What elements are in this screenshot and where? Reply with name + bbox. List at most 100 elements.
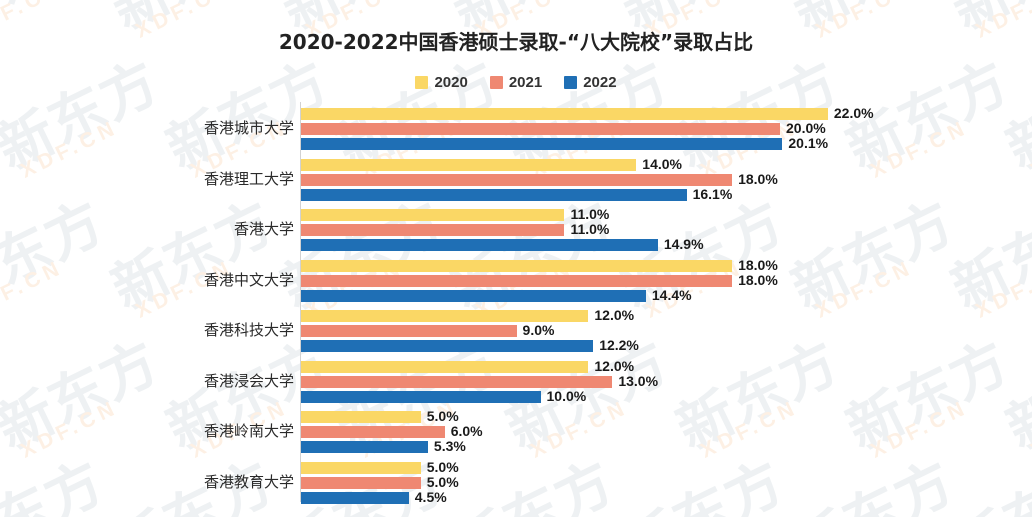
bar-2020[interactable] [301, 259, 733, 272]
bar-row: 11.0% [301, 221, 609, 237]
bar-2021[interactable] [301, 375, 613, 388]
bar-value-label: 5.0% [426, 408, 459, 424]
bar-2021[interactable] [301, 325, 517, 337]
bar-2021[interactable] [301, 476, 421, 489]
bar-row: 12.2% [301, 337, 639, 353]
chart-legend: 2020 2021 2022 [0, 74, 1032, 91]
bar-2022[interactable] [301, 390, 541, 403]
legend-item-2021[interactable]: 2021 [489, 74, 543, 91]
bar-2021[interactable] [301, 426, 445, 438]
bar-2021[interactable] [301, 224, 565, 236]
category-label: 香港教育大学 [203, 472, 294, 491]
bar-2022[interactable] [301, 441, 428, 453]
bar-row: 14.9% [301, 236, 704, 252]
legend-swatch-icon [564, 76, 578, 89]
legend-item-2020[interactable]: 2020 [415, 74, 468, 91]
bar-row: 13.0% [301, 373, 658, 389]
bar-value-label: 6.0% [450, 423, 483, 439]
category-label: 香港浸会大学 [203, 371, 294, 390]
bar-row: 12.0% [301, 307, 634, 323]
bar-2020[interactable] [301, 209, 565, 221]
bar-2022[interactable] [301, 188, 687, 201]
legend-swatch-icon [489, 76, 503, 89]
bar-2021[interactable] [301, 123, 780, 135]
bar-group: 香港浸会大学 12.0% 13.0% 10.0% [0, 358, 1032, 405]
bar-row: 4.5% [301, 489, 447, 505]
bar-2022[interactable] [301, 340, 594, 352]
bar-row: 5.0% [301, 459, 459, 475]
bar-row: 20.1% [301, 135, 828, 151]
bar-value-label: 22.0% [833, 105, 874, 121]
bar-value-label: 14.0% [642, 155, 682, 172]
bar-value-label: 5.3% [433, 438, 466, 454]
bar-2020[interactable] [301, 108, 828, 120]
bar-value-label: 14.4% [651, 286, 692, 303]
bar-value-label: 5.0% [426, 458, 459, 475]
plot-area: 香港城市大学 22.0% 20.0% 20.1% 香港理工大学 14.0% 18.0% 16.… [0, 100, 1032, 512]
bar-2022[interactable] [301, 289, 646, 302]
bar-row: 6.0% [301, 423, 483, 439]
bar-group: 香港中文大学 18.0% 18.0% 14.4% [0, 257, 1032, 304]
bar-2021[interactable] [301, 173, 733, 186]
chart-title: 2020-2022中国香港硕士录取-“八大院校”录取占比 [278, 30, 754, 54]
bar-value-label: 4.5% [414, 488, 447, 505]
category-label: 香港大学 [233, 220, 294, 238]
bar-2020[interactable] [301, 310, 589, 322]
bar-value-label: 20.0% [786, 120, 826, 136]
bar-2020[interactable] [301, 411, 421, 423]
bar-row: 20.0% [301, 120, 826, 136]
y-axis-line [300, 102, 301, 502]
bar-row: 5.3% [301, 438, 466, 454]
bar-value-label: 12.2% [599, 337, 639, 353]
bar-2020[interactable] [301, 158, 637, 171]
bar-row: 16.1% [301, 186, 732, 202]
bar-row: 12.0% [301, 358, 634, 374]
bar-value-label: 14.9% [663, 236, 704, 252]
legend-swatch-icon [415, 76, 429, 89]
bar-value-label: 16.1% [692, 185, 733, 202]
legend-label: 2020 [434, 74, 468, 91]
bar-value-label: 9.0% [522, 322, 555, 338]
bar-2022[interactable] [301, 239, 658, 251]
bar-value-label: 12.0% [594, 307, 635, 323]
bar-row: 5.0% [301, 474, 459, 490]
bar-value-label: 11.0% [570, 221, 610, 237]
bar-group: 香港理工大学 14.0% 18.0% 16.1% [0, 156, 1032, 203]
bar-group: 香港岭南大学 5.0% 6.0% 5.3% [0, 408, 1032, 455]
category-label: 香港理工大学 [203, 169, 294, 188]
bar-value-label: 12.0% [594, 357, 635, 374]
legend-label: 2021 [508, 74, 543, 91]
bar-value-label: 5.0% [426, 473, 459, 490]
bar-value-label: 18.0% [738, 170, 778, 187]
bar-value-label: 20.1% [788, 135, 829, 151]
category-label: 香港科技大学 [203, 321, 294, 339]
bar-2021[interactable] [301, 274, 733, 287]
bar-2020[interactable] [301, 461, 421, 474]
category-label: 香港城市大学 [203, 119, 294, 137]
bar-value-label: 18.0% [738, 271, 778, 288]
bar-2020[interactable] [301, 360, 589, 373]
bar-value-label: 10.0% [546, 387, 587, 404]
bar-row: 22.0% [301, 105, 874, 121]
bar-group: 香港教育大学 5.0% 5.0% 4.5% [0, 459, 1032, 506]
bar-value-label: 13.0% [618, 372, 659, 389]
category-label: 香港中文大学 [203, 270, 294, 289]
bar-row: 9.0% [301, 322, 554, 338]
bar-row: 18.0% [301, 171, 778, 187]
bar-row: 10.0% [301, 388, 586, 404]
legend-item-2022[interactable]: 2022 [564, 74, 617, 91]
category-label: 香港岭南大学 [203, 422, 294, 440]
bar-row: 14.4% [301, 287, 692, 303]
bar-group: 香港城市大学 22.0% 20.0% 20.1% [0, 105, 1032, 152]
bar-2022[interactable] [301, 138, 783, 150]
bar-row: 18.0% [301, 257, 778, 273]
bar-row: 18.0% [301, 272, 778, 288]
bar-2022[interactable] [301, 491, 409, 504]
bar-value-label: 11.0% [570, 206, 610, 222]
bar-row: 14.0% [301, 156, 682, 172]
bar-group: 香港科技大学 12.0% 9.0% 12.2% [0, 307, 1032, 354]
bar-value-label: 18.0% [738, 256, 778, 273]
legend-label: 2022 [583, 74, 617, 91]
bar-row: 5.0% [301, 408, 459, 424]
